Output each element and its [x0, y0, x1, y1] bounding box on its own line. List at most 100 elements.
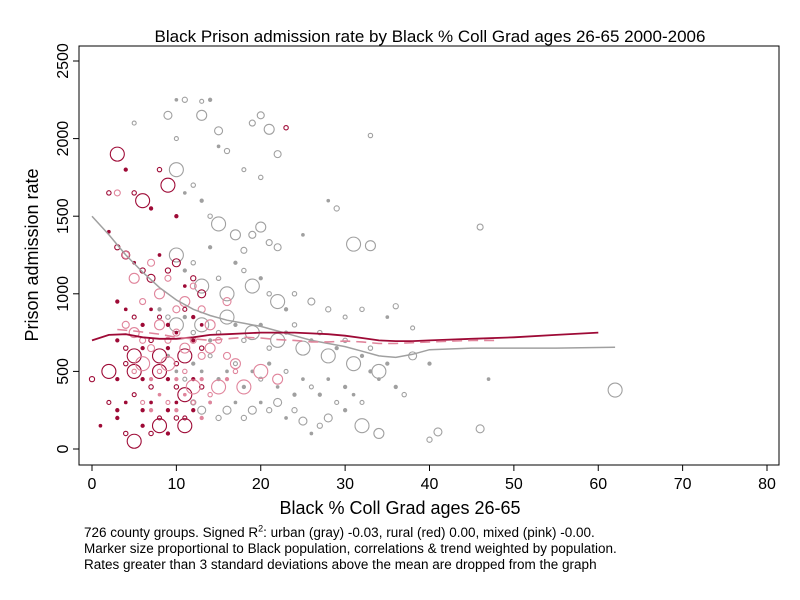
rural-point [140, 322, 145, 327]
rural-point [107, 229, 111, 234]
mixed-point [135, 356, 151, 372]
urban-point [241, 167, 247, 173]
rural-point [149, 307, 153, 312]
x-tick-label: 80 [758, 476, 776, 493]
urban-point [351, 392, 356, 397]
rural-point [191, 338, 196, 343]
urban-point [182, 268, 187, 273]
x-tick-label: 70 [674, 476, 692, 493]
mixed-point [204, 319, 216, 331]
rural-point [191, 314, 196, 320]
urban-point [255, 221, 267, 233]
rural-point [109, 146, 125, 162]
urban-point [207, 245, 213, 250]
mixed-point [164, 274, 172, 282]
rural-point [283, 124, 289, 131]
rural-point [165, 377, 171, 382]
urban-point [232, 361, 238, 367]
plot-marks [88, 96, 623, 449]
rural-point [115, 408, 120, 413]
rural-point [182, 284, 187, 288]
urban-point [223, 147, 231, 155]
urban-point [165, 314, 171, 320]
mixed-point [148, 377, 154, 382]
urban-point [475, 424, 485, 434]
urban-point [295, 340, 311, 356]
urban-point [182, 314, 187, 320]
urban-point [266, 291, 272, 297]
urban-point [354, 418, 370, 434]
mixed-point [199, 377, 204, 382]
x-tick-label: 60 [589, 476, 607, 493]
mixed-point [211, 379, 227, 395]
mixed-point [148, 408, 154, 413]
rural-point [171, 258, 181, 268]
y-axis: 0 500 1000 1500 2000 2500 [55, 43, 79, 453]
rural-point [131, 190, 137, 196]
note-line-3: Rates greater than 3 standard deviations… [84, 557, 597, 572]
urban-point [367, 345, 374, 351]
urban-point [326, 198, 331, 203]
mixed-point [190, 399, 196, 405]
rural-point [173, 360, 180, 367]
urban-point [273, 243, 282, 252]
rural-point [157, 253, 162, 257]
mixed-point [179, 342, 191, 354]
mixed-point [236, 379, 252, 395]
urban-point [131, 120, 137, 126]
mixed-point [232, 368, 239, 375]
urban-point [267, 361, 272, 366]
chart-title: Black Prison admission rate by Black % C… [155, 27, 706, 46]
urban-point [244, 278, 260, 294]
urban-point [199, 369, 204, 374]
urban-point [174, 97, 179, 102]
rural-point [101, 363, 117, 379]
x-tick-label: 0 [88, 476, 97, 493]
plot-area [78, 45, 780, 466]
y-tick-label: 0 [55, 444, 72, 453]
urban-point [270, 294, 286, 310]
mixed-point [222, 297, 232, 307]
rural-point [177, 348, 193, 364]
urban-point [248, 119, 256, 127]
urban-point [233, 400, 238, 405]
x-tick-label: 10 [167, 476, 185, 493]
urban-point [301, 377, 305, 382]
rural-point [165, 345, 171, 351]
rural-point [131, 314, 137, 320]
rural-point [115, 377, 120, 382]
urban-point [342, 384, 348, 390]
mixed-point [147, 344, 156, 353]
urban-point [334, 345, 339, 351]
urban-point [410, 325, 416, 331]
rural-point [156, 314, 163, 320]
urban-point [241, 384, 247, 390]
y-tick-label: 500 [55, 358, 72, 385]
rural-point [151, 363, 168, 379]
mixed-point [189, 282, 197, 290]
mixed-point [165, 399, 171, 405]
urban-point [222, 405, 232, 415]
urban-point [359, 353, 365, 359]
rural-point [164, 267, 172, 274]
urban-point [426, 436, 433, 443]
urban-point [334, 399, 340, 405]
mixed-point [253, 363, 269, 379]
y-axis-label: Prison admission rate [22, 168, 42, 341]
urban-point [182, 191, 187, 195]
y-tick-label: 2500 [55, 43, 72, 79]
urban-point [377, 377, 381, 382]
urban-point [215, 275, 222, 282]
rural-point [140, 423, 145, 428]
urban-point [207, 353, 213, 359]
note-line-1: 726 county groups. Signed R2: urban (gra… [84, 524, 595, 541]
urban-point [307, 297, 316, 306]
urban-point [168, 162, 184, 178]
urban-point [233, 322, 238, 327]
rural-point [198, 345, 205, 351]
rural-point [190, 275, 197, 282]
urban-point [163, 110, 173, 120]
urban-point [364, 240, 376, 252]
rural-point [123, 360, 129, 367]
mixed-point [207, 391, 213, 398]
